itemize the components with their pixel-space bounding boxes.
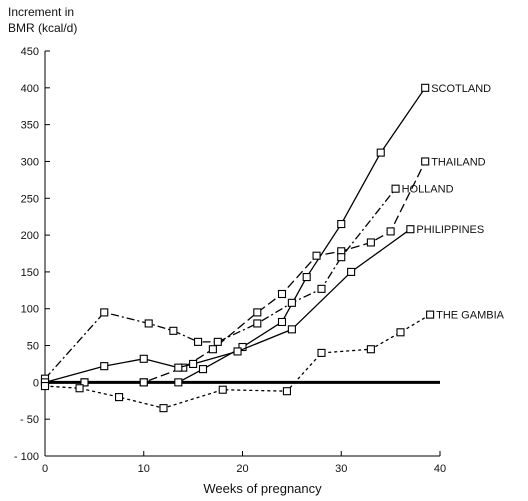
- data-point-marker: [317, 284, 326, 293]
- series-label: SCOTLAND: [431, 83, 491, 95]
- data-point-marker: [174, 378, 183, 387]
- data-point-marker: [366, 345, 375, 354]
- data-point-marker: [115, 393, 124, 402]
- series-label: HOLLAND: [402, 184, 454, 196]
- data-point-marker: [198, 365, 208, 374]
- y-axis-title-line-2: BMR (kcal/d): [8, 21, 77, 35]
- data-point-marker: [213, 337, 222, 346]
- series-line: [44, 188, 397, 380]
- data-point-marker: [421, 157, 430, 166]
- data-point-marker: [169, 326, 178, 335]
- data-point-marker: [233, 347, 242, 356]
- x-tick-label: 40: [434, 463, 446, 475]
- series-philippines: [40, 225, 415, 387]
- series-label: PHILIPPINES: [416, 224, 484, 236]
- x-tick-label: 0: [42, 463, 48, 475]
- series-line: [45, 87, 426, 384]
- series-line: [44, 228, 411, 383]
- data-point-marker: [139, 354, 148, 363]
- series-holland: [40, 184, 400, 383]
- y-tick-label: - 50: [20, 414, 39, 426]
- series-the-gambia: [40, 310, 435, 413]
- y-tick-label: 400: [21, 83, 39, 95]
- x-tick-label: 20: [236, 463, 248, 475]
- y-tick-label: 100: [21, 304, 39, 316]
- data-point-marker: [302, 273, 311, 282]
- data-point-marker: [317, 348, 326, 357]
- data-point-marker: [386, 227, 395, 236]
- data-point-marker: [75, 384, 84, 393]
- data-point-marker: [391, 184, 400, 193]
- data-point-marker: [208, 345, 217, 354]
- series-label: THAILAND: [431, 156, 485, 168]
- y-tick-label: - 100: [14, 451, 39, 463]
- data-point-marker: [376, 148, 385, 157]
- data-point-marker: [218, 385, 227, 394]
- data-point-marker: [139, 378, 148, 387]
- data-point-marker: [282, 387, 291, 396]
- y-tick-label: 350: [21, 120, 39, 132]
- series-line: [45, 161, 426, 384]
- data-point-marker: [366, 238, 375, 247]
- data-point-marker: [287, 325, 296, 334]
- x-tick-label: 10: [138, 463, 150, 475]
- data-point-marker: [406, 225, 415, 234]
- data-point-marker: [277, 289, 287, 299]
- series-label: THE GAMBIA: [436, 310, 505, 322]
- x-tick-label: 30: [335, 463, 347, 475]
- series-scotland: [40, 83, 430, 387]
- chart-axes: - 100 - 50 0 50 100 150 200 250 300 350 400 450 0 10 2…: [14, 46, 446, 475]
- y-axis-title-line-1: Increment in: [8, 5, 74, 19]
- x-axis-title: Weeks of pregnancy: [203, 481, 322, 496]
- data-point-marker: [396, 328, 405, 337]
- data-point-marker: [347, 267, 356, 276]
- data-point-marker: [421, 83, 430, 92]
- y-tick-label: 150: [21, 267, 39, 279]
- data-point-marker: [426, 310, 435, 319]
- data-point-marker: [337, 219, 346, 229]
- series-thailand: [40, 157, 430, 387]
- data-point-marker: [100, 308, 109, 317]
- data-point-marker: [100, 362, 109, 371]
- data-point-marker: [337, 253, 346, 262]
- y-tick-label: 250: [21, 193, 39, 205]
- y-tick-label: 300: [21, 156, 39, 168]
- data-point-marker: [40, 381, 50, 391]
- y-tick-label: 450: [21, 46, 39, 58]
- data-point-marker: [253, 308, 262, 317]
- data-point-marker: [159, 404, 168, 413]
- data-point-marker: [144, 319, 153, 328]
- y-tick-label: 50: [27, 341, 39, 353]
- data-point-marker: [312, 251, 321, 260]
- data-point-marker: [174, 363, 183, 372]
- y-tick-label: 0: [33, 377, 39, 389]
- series-layer: [40, 83, 435, 413]
- data-point-marker: [287, 298, 296, 307]
- series-line: [44, 313, 431, 409]
- data-point-marker: [238, 342, 247, 352]
- data-point-marker: [253, 319, 262, 328]
- data-point-marker: [194, 337, 203, 346]
- y-tick-label: 200: [21, 230, 39, 242]
- data-point-marker: [277, 317, 287, 327]
- data-point-marker: [189, 359, 198, 369]
- data-point-marker: [80, 378, 89, 387]
- label-layer: Increment in BMR (kcal/d) Weeks of pregnan…: [8, 5, 505, 496]
